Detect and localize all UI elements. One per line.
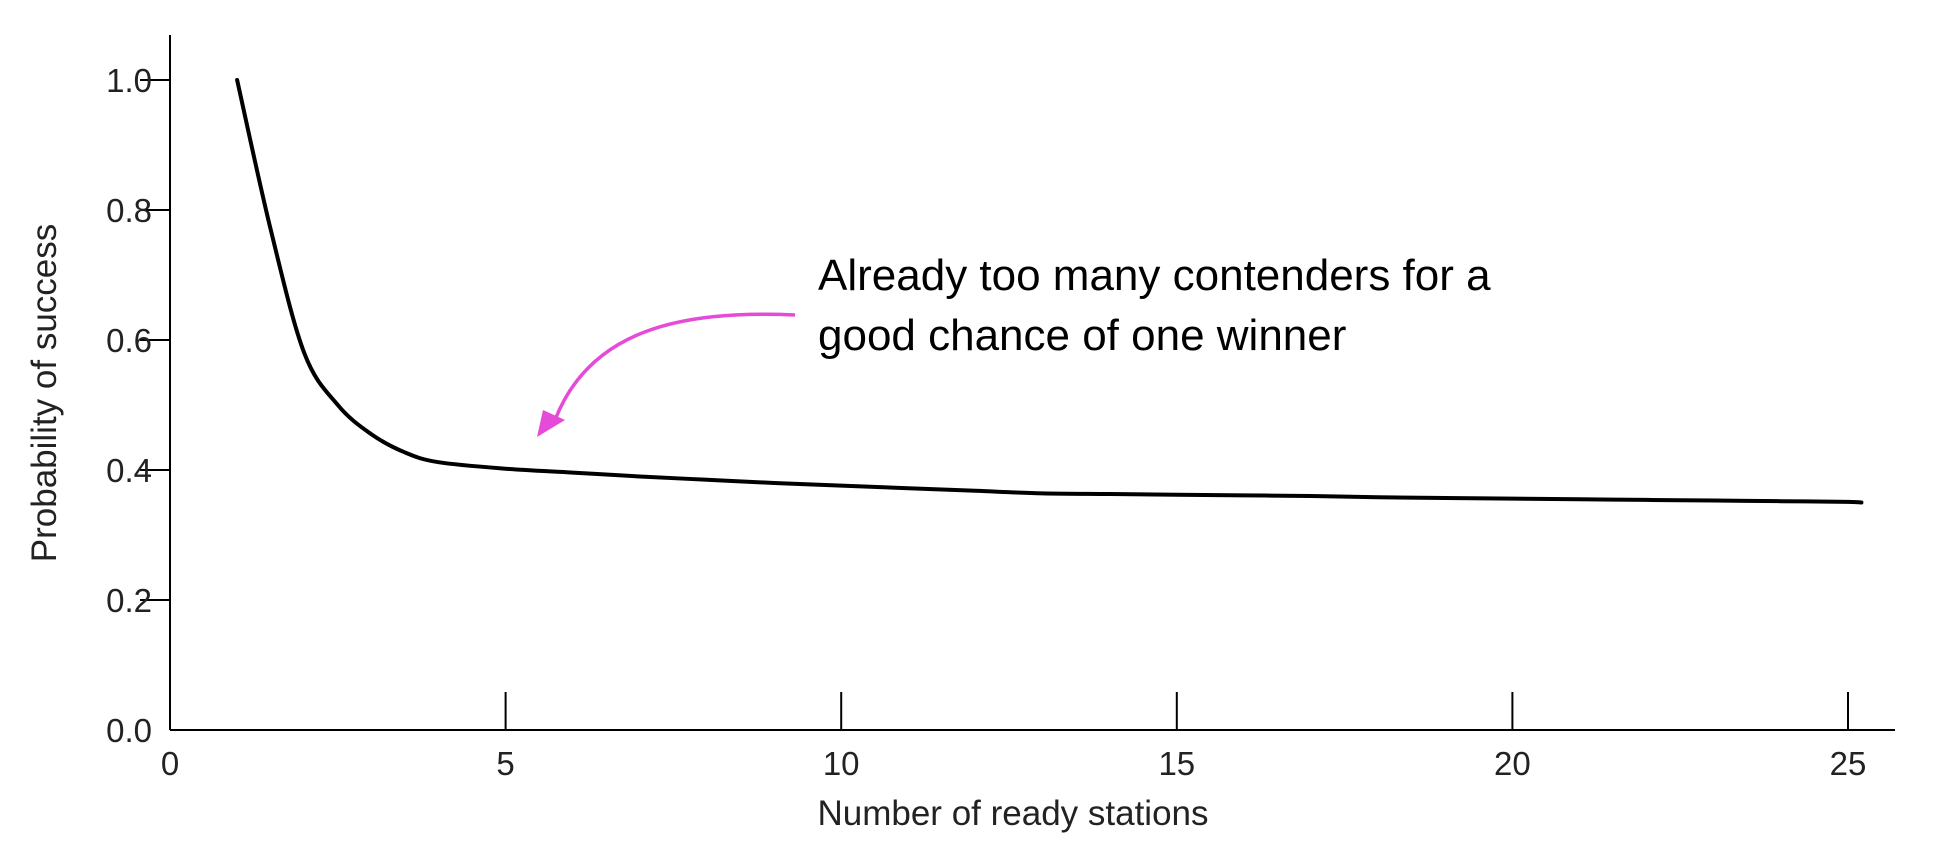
y-tick-label: 0.8	[106, 192, 152, 229]
annotation-line-2: good chance of one winner	[818, 311, 1346, 360]
x-tick-label: 0	[161, 745, 179, 782]
axes	[169, 35, 1895, 731]
y-axis-label: Probability of success	[25, 224, 64, 562]
series-layer	[235, 78, 1864, 505]
x-tick-label: 10	[823, 745, 860, 782]
annotation-line-1: Already too many contenders for a	[818, 251, 1491, 300]
x-axis-label: Number of ready stations	[817, 794, 1208, 833]
x-tick-label: 5	[496, 745, 514, 782]
x-tick-label: 15	[1158, 745, 1195, 782]
y-axis-ticks: 0.0 0.2 0.4 0.6 0.8 1.0	[106, 62, 170, 749]
y-tick-label: 1.0	[106, 62, 152, 99]
annotation-arrow	[553, 312, 796, 421]
annotation-arrowhead	[537, 410, 565, 437]
y-tick-label: 0.0	[106, 712, 152, 749]
x-tick-label: 20	[1494, 745, 1531, 782]
series-line	[235, 78, 1864, 505]
x-tick-label: 25	[1830, 745, 1867, 782]
y-tick-label: 0.4	[106, 452, 152, 489]
y-tick-label: 0.2	[106, 582, 152, 619]
x-axis-ticks: 0 5 10 15 20 25	[161, 692, 1867, 782]
y-tick-label: 0.6	[106, 322, 152, 359]
annotation: Already too many contenders for a good c…	[537, 251, 1491, 437]
